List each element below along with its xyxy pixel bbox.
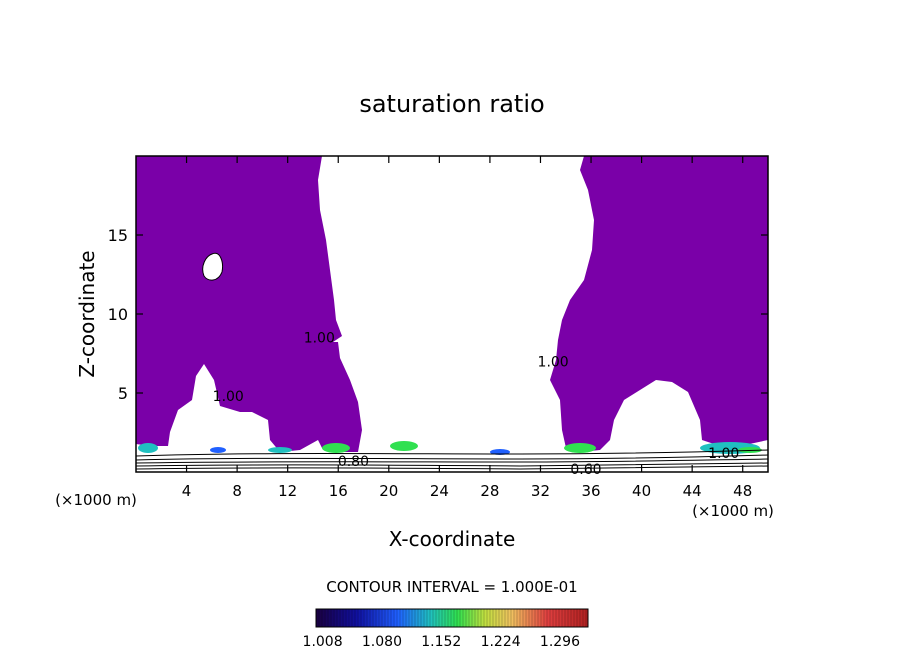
contour-interval-text: CONTOUR INTERVAL = 1.000E-01 xyxy=(326,578,577,596)
colorbar-stripes xyxy=(318,609,587,627)
colorbar-labels: 1.008 1.080 1.152 1.224 1.296 xyxy=(303,634,581,650)
surface-contours xyxy=(136,449,768,470)
colorbar-label: 1.152 xyxy=(421,634,461,650)
y-tick-label: 15 xyxy=(108,226,128,245)
colorbar-gradient xyxy=(315,608,589,628)
x-tick-label: 32 xyxy=(531,482,550,500)
plot-area xyxy=(136,156,768,470)
supersaturated-region-left xyxy=(136,156,362,452)
contour-label: 1.00 xyxy=(538,354,569,370)
x-axis-label: X-coordinate xyxy=(389,527,516,551)
x-tick-label: 12 xyxy=(278,482,297,500)
x-tick-label: 28 xyxy=(480,482,499,500)
contour-label: 1.00 xyxy=(304,331,335,347)
contour-labels: 1.00 1.00 1.00 1.00 0.80 0.60 xyxy=(213,331,740,478)
x-tick-label: 24 xyxy=(430,482,449,500)
chart-title: saturation ratio xyxy=(359,90,544,118)
y-tick-label: 10 xyxy=(108,305,128,324)
x-tick-label: 44 xyxy=(683,482,702,500)
x-unit-right: (×1000 m) xyxy=(692,502,774,520)
contour-label: 0.80 xyxy=(338,454,369,470)
x-tick-label: 36 xyxy=(581,482,600,500)
x-tick-label: 16 xyxy=(329,482,348,500)
x-tick-label: 40 xyxy=(632,482,651,500)
colorbar: 1.008 1.080 1.152 1.224 1.296 xyxy=(303,608,589,650)
x-axis: 4 8 12 16 20 24 28 32 36 40 44 48 xyxy=(182,156,752,500)
x-tick-label: 4 xyxy=(182,482,192,500)
colorbar-label: 1.296 xyxy=(540,634,580,650)
dry-hole xyxy=(202,252,223,281)
y-tick-label: 5 xyxy=(118,384,128,403)
colorbar-label: 1.080 xyxy=(362,634,402,650)
colorbar-label: 1.224 xyxy=(481,634,521,650)
x-tick-label: 20 xyxy=(379,482,398,500)
supersaturated-region-right xyxy=(550,156,768,452)
contour-label: 0.60 xyxy=(570,462,601,478)
colorbar-label: 1.008 xyxy=(303,634,343,650)
y-axis-label: Z-coordinate xyxy=(75,250,99,377)
contour-label: 1.00 xyxy=(213,389,244,405)
x-tick-label: 8 xyxy=(232,482,242,500)
contour-label: 1.00 xyxy=(708,446,739,462)
x-unit-left: (×1000 m) xyxy=(55,491,137,509)
x-tick-label: 48 xyxy=(733,482,752,500)
y-axis: 5 10 15 xyxy=(108,226,768,403)
